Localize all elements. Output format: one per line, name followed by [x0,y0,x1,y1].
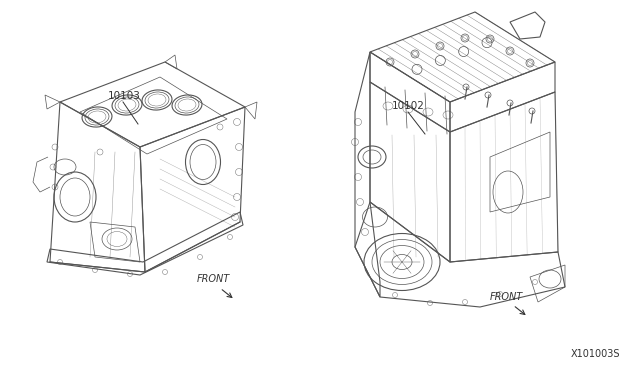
Text: X101003S: X101003S [570,349,620,359]
Text: 10103: 10103 [108,91,141,101]
Text: FRONT: FRONT [490,292,524,302]
Text: FRONT: FRONT [197,274,230,284]
Text: 10102: 10102 [392,101,425,111]
